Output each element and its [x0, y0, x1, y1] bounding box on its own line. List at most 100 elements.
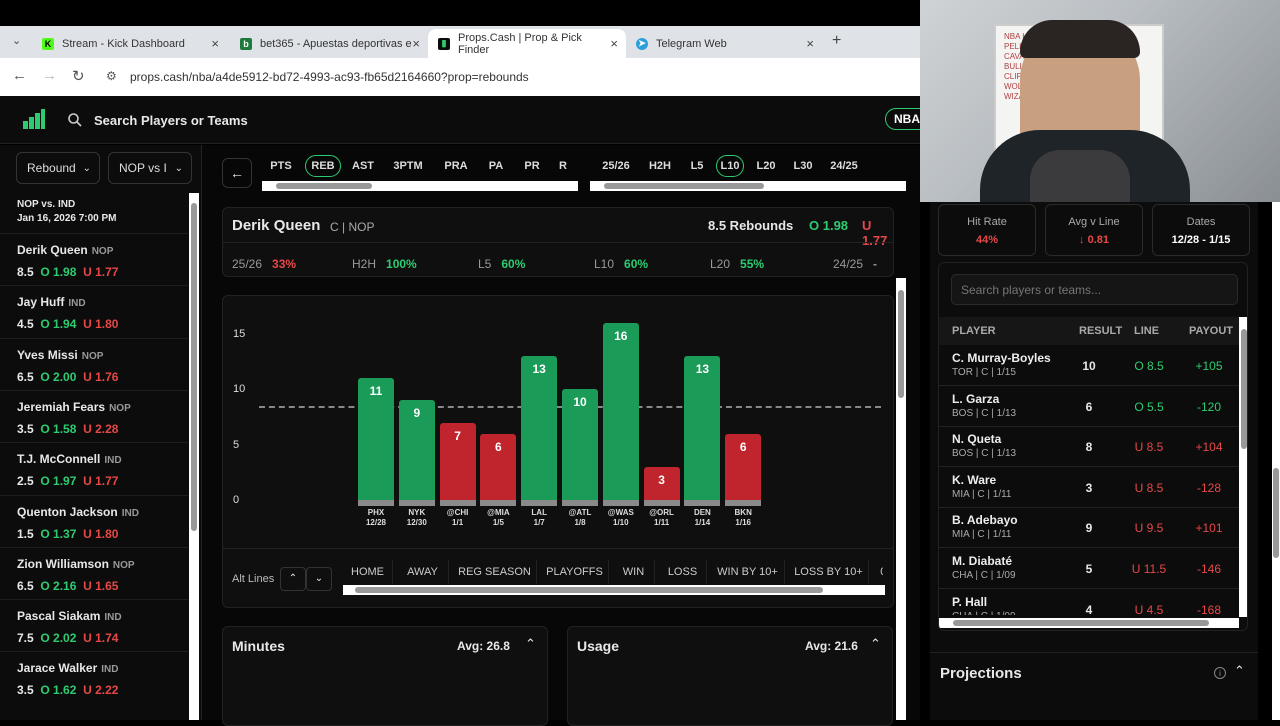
- tab-list-chevron-icon[interactable]: ⌄: [12, 35, 22, 47]
- close-icon[interactable]: ×: [412, 36, 420, 51]
- scroll-thumb[interactable]: [276, 183, 372, 189]
- under-odds[interactable]: U 1.77: [862, 218, 888, 248]
- back-arrow-icon[interactable]: ←: [222, 158, 252, 188]
- sidebar-player-item[interactable]: Quenton Jackson IND 1.5 O 1.37 U 1.80: [0, 494, 188, 547]
- chart-bar[interactable]: 13: [684, 356, 721, 506]
- sidebar-player-item[interactable]: Yves Missi NOP 6.5 O 2.00 U 1.76: [0, 337, 188, 390]
- range-tab-l20[interactable]: L20: [756, 160, 776, 172]
- matchup-search-input[interactable]: [951, 274, 1238, 305]
- reload-icon[interactable]: ↻: [72, 68, 85, 85]
- prop-line: 8.5 Rebounds: [708, 218, 794, 233]
- filters-scrollbar[interactable]: [343, 585, 885, 595]
- range-tab-l10[interactable]: L10: [716, 155, 744, 177]
- matchup-row[interactable]: L. Garza BOS | C | 1/13 6 O 5.5 -120: [939, 386, 1239, 427]
- prop-tab-pts[interactable]: PTS: [270, 160, 292, 172]
- chart-bar[interactable]: 9: [398, 400, 435, 506]
- matchup-row[interactable]: M. Diabaté CHA | C | 1/09 5 U 11.5 -146: [939, 548, 1239, 589]
- filter-playoffs[interactable]: PLAYOFFS: [541, 560, 609, 584]
- filter-home[interactable]: HOME: [343, 560, 393, 584]
- matchup-row[interactable]: B. Adebayo MIA | C | 1/11 9 U 9.5 +101: [939, 507, 1239, 549]
- chevron-up-icon[interactable]: ⌃: [525, 636, 536, 651]
- scroll-thumb[interactable]: [953, 620, 1209, 626]
- matchup-row[interactable]: C. Murray-Boyles TOR | C | 1/15 10 O 8.5…: [939, 345, 1239, 386]
- chevron-up-icon[interactable]: ⌃: [870, 636, 881, 651]
- matchup-row[interactable]: K. Ware MIA | C | 1/11 3 U 8.5 -128: [939, 467, 1239, 508]
- chart-bar[interactable]: 11: [358, 378, 394, 506]
- scroll-thumb[interactable]: [1273, 468, 1279, 558]
- site-info-icon[interactable]: ⚙: [106, 69, 117, 83]
- scroll-thumb[interactable]: [355, 587, 823, 593]
- close-icon[interactable]: ×: [610, 36, 618, 51]
- filter-win[interactable]: WIN: [613, 560, 655, 584]
- chart-bar[interactable]: 10: [562, 389, 598, 506]
- url-field[interactable]: props.cash/nba/a4de5912-bd72-4993-ac93-f…: [130, 70, 529, 84]
- x-tick-label: LAL 1/7: [531, 508, 547, 527]
- range-tab-25-26[interactable]: 25/26: [602, 160, 630, 172]
- sidebar-player-item[interactable]: Jarace Walker IND 3.5 O 1.62 U 2.22: [0, 651, 188, 703]
- chart-bar[interactable]: 13: [521, 356, 558, 506]
- scroll-thumb[interactable]: [898, 290, 904, 398]
- scroll-thumb[interactable]: [191, 203, 197, 531]
- chevron-up-icon[interactable]: ⌃: [280, 567, 306, 591]
- chevron-up-icon[interactable]: ⌃: [1234, 663, 1245, 678]
- prop-tab-r[interactable]: R: [559, 160, 567, 172]
- prop-type-select[interactable]: Rebound ⌄: [16, 152, 100, 184]
- tab-kick[interactable]: K Stream - Kick Dashboard ×: [32, 29, 227, 58]
- close-icon[interactable]: ×: [806, 36, 814, 51]
- forward-arrow-icon[interactable]: →: [42, 67, 57, 84]
- prop-tab-3ptm[interactable]: 3PTM: [393, 160, 423, 172]
- sidebar-scrollbar[interactable]: [189, 193, 199, 720]
- sidebar-player-item[interactable]: Derik Queen NOP 8.5 O 1.98 U 1.77: [0, 233, 188, 285]
- sidebar-player-item[interactable]: Zion Williamson NOP 6.5 O 2.16 U 1.65: [0, 546, 188, 599]
- matchup-row[interactable]: P. Hall CHA | C | 1/09 4 U 4.5 -168: [939, 589, 1239, 615]
- matchup-row[interactable]: N. Queta BOS | C | 1/13 8 U 8.5 +104: [939, 426, 1239, 468]
- scroll-thumb[interactable]: [604, 183, 764, 189]
- table-scrollbar[interactable]: [1239, 317, 1247, 617]
- table-h-scrollbar[interactable]: [939, 618, 1239, 628]
- page-scrollbar[interactable]: [1272, 202, 1280, 720]
- prop-tab-ast[interactable]: AST: [352, 160, 374, 172]
- tab-bet365[interactable]: b bet365 - Apuestas deportivas e ×: [230, 29, 428, 58]
- filter-loss-by-10-[interactable]: LOSS BY 10+: [789, 560, 869, 584]
- range-tabs-scrollbar[interactable]: [590, 181, 906, 191]
- propscash-logo-icon[interactable]: [23, 109, 45, 129]
- search-players-input[interactable]: Search Players or Teams: [94, 113, 248, 128]
- info-icon[interactable]: i: [1214, 667, 1226, 679]
- range-tab-24-25[interactable]: 24/25: [830, 160, 858, 172]
- player-odds: 1.5 O 1.37 U 1.80: [17, 527, 118, 541]
- range-tab-l30[interactable]: L30: [793, 160, 813, 172]
- chart-bar[interactable]: 6: [480, 433, 517, 506]
- sidebar-player-item[interactable]: Pascal Siakam IND 7.5 O 2.02 U 1.74: [0, 599, 188, 651]
- chart-bar[interactable]: 7: [439, 422, 476, 506]
- tab-propscash[interactable]: ▮ Props.Cash | Prop & Pick Finder ×: [428, 29, 626, 58]
- range-tab-l5[interactable]: L5: [690, 160, 704, 172]
- back-arrow-icon[interactable]: ←: [12, 67, 27, 84]
- filter-loss[interactable]: LOSS: [659, 560, 707, 584]
- sidebar-player-item[interactable]: Jay Huff IND 4.5 O 1.94 U 1.80: [0, 285, 188, 337]
- sidebar-player-item[interactable]: Jeremiah Fears NOP 3.5 O 1.58 U 2.28: [0, 389, 188, 442]
- sidebar-player-item[interactable]: T.J. McConnell IND 2.5 O 1.97 U 1.77: [0, 442, 188, 494]
- game-select[interactable]: NOP vs I ⌄: [108, 152, 192, 184]
- prop-tab-pr[interactable]: PR: [524, 160, 540, 172]
- prop-tabs-scrollbar[interactable]: [262, 181, 578, 191]
- prop-tab-pa[interactable]: PA: [488, 160, 504, 172]
- chart-bar[interactable]: 3: [643, 466, 680, 506]
- tab-telegram[interactable]: ➤ Telegram Web ×: [626, 29, 822, 58]
- scroll-thumb[interactable]: [1241, 329, 1247, 449]
- filter-win-by-10-[interactable]: WIN BY 10+: [711, 560, 785, 584]
- main-scrollbar[interactable]: [896, 278, 906, 720]
- close-icon[interactable]: ×: [211, 36, 219, 51]
- filter-reg-season[interactable]: REG SEASON: [453, 560, 537, 584]
- over-odds[interactable]: O 1.98: [809, 218, 849, 233]
- range-tab-h2h[interactable]: H2H: [648, 160, 671, 172]
- new-tab-plus-icon[interactable]: +: [832, 32, 842, 49]
- filter-away[interactable]: AWAY: [397, 560, 449, 584]
- chevron-down-icon[interactable]: ⌄: [306, 567, 332, 591]
- chart-bar[interactable]: 16: [602, 323, 639, 506]
- chart-bar[interactable]: 6: [725, 433, 762, 506]
- prop-tab-reb[interactable]: REB: [305, 155, 341, 177]
- filter-0-da[interactable]: 0 DA: [873, 560, 883, 584]
- prop-tab-pra[interactable]: PRA: [444, 160, 468, 172]
- dates-box[interactable]: Dates 12/28 - 1/15: [1152, 204, 1250, 256]
- select-value: Rebound: [27, 161, 76, 175]
